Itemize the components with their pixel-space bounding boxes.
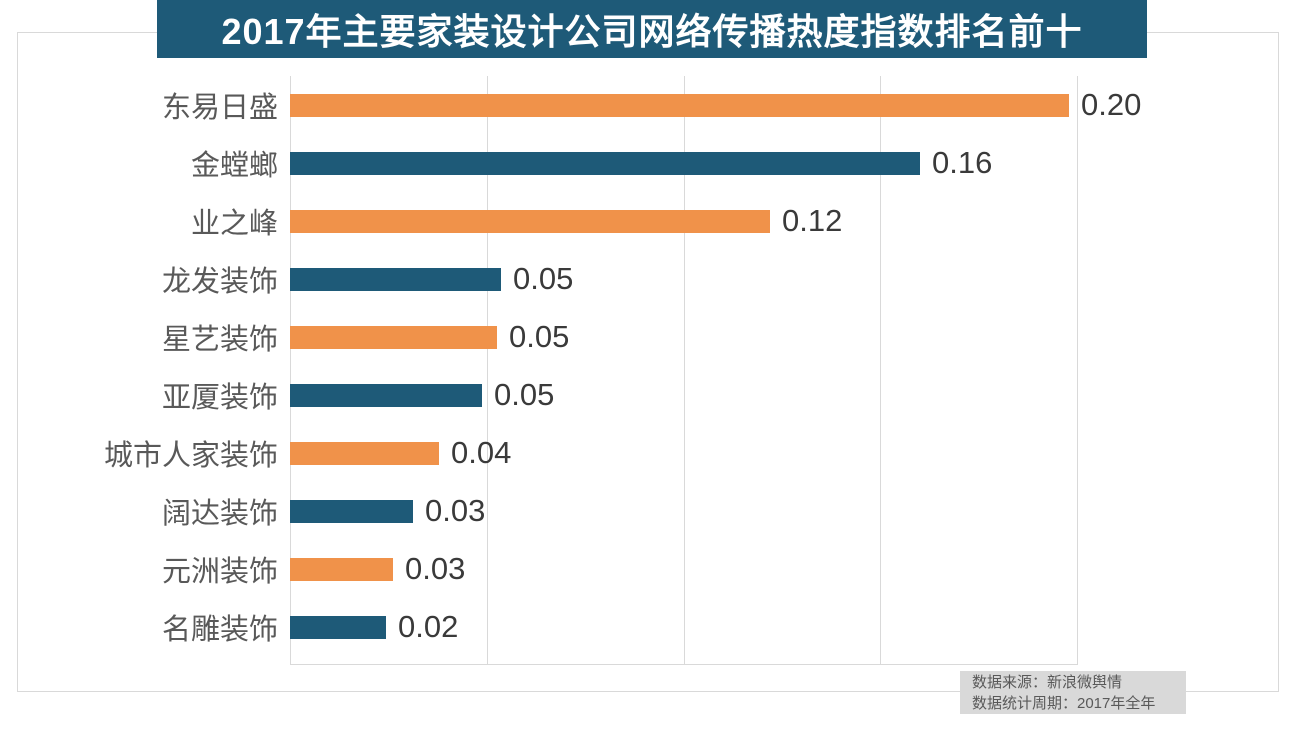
value-label: 0.05 <box>513 261 574 296</box>
category-label: 业之峰 <box>190 208 278 240</box>
category-label: 城市人家装饰 <box>103 440 278 472</box>
category-label: 元洲装饰 <box>161 556 278 588</box>
source-note: 数据来源：新浪微舆情 数据统计周期：2017年全年 <box>960 671 1186 714</box>
vertical-gridline <box>880 76 881 664</box>
value-label: 0.02 <box>398 609 459 644</box>
source-line: 数据来源：新浪微舆情 <box>972 674 1123 691</box>
bar-rows: 东易日盛 0.20 金螳螂 0.16 业之峰 0.12 龙发装饰 0.05 星艺装饰 0.05 亚厦… <box>0 76 1298 656</box>
value-label: 0.16 <box>932 145 993 180</box>
bar <box>290 93 1069 117</box>
category-label: 阔达装饰 <box>161 498 278 530</box>
bar <box>290 499 413 523</box>
chart-title: 2017年主要家装设计公司网络传播热度指数排名前十 <box>157 0 1147 58</box>
bar <box>290 325 497 349</box>
bar-row: 城市人家装饰 0.04 <box>0 424 1298 482</box>
bar <box>290 441 439 465</box>
period-line: 数据统计周期：2017年全年 <box>972 695 1156 712</box>
bar-row: 东易日盛 0.20 <box>0 76 1298 134</box>
value-label: 0.03 <box>425 493 486 528</box>
bar <box>290 151 920 175</box>
category-label: 亚厦装饰 <box>161 382 278 414</box>
chart-frame <box>17 32 1279 692</box>
y-axis-baseline <box>290 76 291 664</box>
vertical-gridline <box>684 76 685 664</box>
category-label: 金螳螂 <box>190 150 278 182</box>
bar <box>290 557 393 581</box>
bar-row: 业之峰 0.12 <box>0 192 1298 250</box>
bar-row: 星艺装饰 0.05 <box>0 308 1298 366</box>
vertical-gridline <box>487 76 488 664</box>
category-label: 东易日盛 <box>161 92 278 124</box>
bar <box>290 267 501 291</box>
plot-area: 东易日盛 0.20 金螳螂 0.16 业之峰 0.12 龙发装饰 0.05 星艺装饰 0.05 亚厦… <box>0 76 1298 664</box>
category-label: 龙发装饰 <box>161 266 278 298</box>
bar-row: 阔达装饰 0.03 <box>0 482 1298 540</box>
value-label: 0.05 <box>509 319 570 354</box>
value-label: 0.04 <box>451 435 512 470</box>
bar-row: 金螳螂 0.16 <box>0 134 1298 192</box>
bar <box>290 383 482 407</box>
value-label: 0.03 <box>405 551 466 586</box>
bar <box>290 209 770 233</box>
bar-row: 元洲装饰 0.03 <box>0 540 1298 598</box>
value-label: 0.05 <box>494 377 555 412</box>
category-label: 星艺装饰 <box>161 324 278 356</box>
category-label: 名雕装饰 <box>161 614 278 646</box>
bar-row: 名雕装饰 0.02 <box>0 598 1298 656</box>
value-label: 0.12 <box>782 203 843 238</box>
bar-row: 亚厦装饰 0.05 <box>0 366 1298 424</box>
bar <box>290 615 386 639</box>
vertical-gridline <box>1077 76 1078 664</box>
bar-row: 龙发装饰 0.05 <box>0 250 1298 308</box>
value-label: 0.20 <box>1081 87 1142 122</box>
x-axis-line <box>290 664 1078 665</box>
